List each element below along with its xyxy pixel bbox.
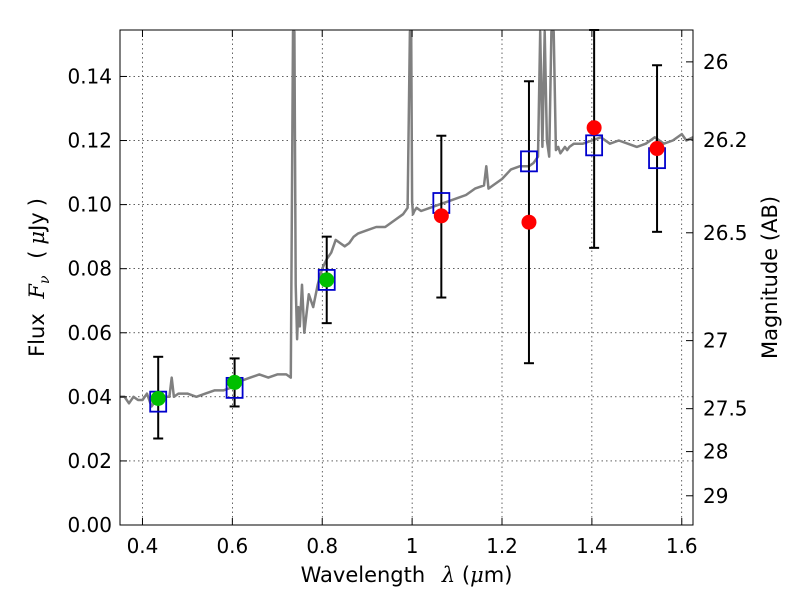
- x-axis-label: Wavelength λ (μm): [301, 563, 513, 587]
- y-tick-label: 0.14: [67, 64, 112, 88]
- x-tick-label: 1.4: [576, 534, 608, 558]
- optical-point: [319, 272, 335, 288]
- optical-point: [150, 390, 166, 406]
- marks-layer: [149, 29, 666, 440]
- y-tick-label: 0.08: [67, 257, 112, 281]
- y-tick-label: 0.12: [67, 129, 112, 153]
- grid-layer: [120, 30, 693, 526]
- spectrum-layer: [120, 30, 694, 408]
- plot-frame: [119, 29, 694, 526]
- y-tick-label: 0.00: [67, 513, 112, 537]
- y-tick-label: 0.06: [67, 321, 112, 345]
- y2-tick-label: 27: [703, 329, 728, 353]
- template-spectrum-line: [120, 30, 694, 408]
- y2-tick-label: 27.5: [703, 397, 748, 421]
- y2-tick-label: 26: [703, 50, 728, 74]
- nir-point: [649, 141, 665, 157]
- ticks-layer: 0.4 0.6 0.8 1 1.2 1.4 1.6 0.00 0.02 0.04 0.06 0.08 0…: [67, 30, 748, 558]
- y2-tick-label: 28: [703, 440, 728, 464]
- optical-point: [227, 374, 243, 390]
- y-label-unit-close: ): [25, 198, 49, 206]
- x-label-symbol: λ: [441, 563, 455, 587]
- x-tick-label: 1.2: [486, 534, 518, 558]
- model-square: [317, 269, 336, 291]
- y-label-unit-mu: μ: [25, 231, 49, 245]
- x-label-unit-rest: m): [484, 563, 513, 587]
- y2-tick-label: 26.2: [703, 128, 748, 152]
- nir-point: [521, 214, 537, 230]
- x-tick-label: 0.8: [306, 534, 338, 558]
- y2-tick-label: 26.5: [703, 221, 748, 245]
- y-tick-label: 0.02: [67, 449, 112, 473]
- x-label-unit-open: (: [462, 563, 470, 587]
- nir-point: [586, 120, 602, 136]
- y-label-prefix: Flux: [25, 313, 49, 357]
- model-square: [520, 150, 538, 173]
- y-label-unit-rest: Jy: [25, 212, 49, 233]
- model-square: [585, 134, 604, 157]
- y2-tick-label: 29: [703, 484, 728, 508]
- y-tick-label: 0.10: [67, 193, 112, 217]
- x-tick-label: 0.6: [216, 534, 248, 558]
- nir-point: [433, 208, 449, 224]
- x-label-unit-mu: μ: [470, 563, 484, 587]
- x-tick-label: 1: [406, 534, 419, 558]
- y-label-unit-open: (: [25, 251, 49, 259]
- y-axis-label: Flux Fν ( μJy): [25, 198, 54, 357]
- y2-axis-label: Magnitude (AB): [758, 196, 782, 359]
- y-tick-label: 0.04: [67, 385, 112, 409]
- x-tick-label: 1.6: [666, 534, 698, 558]
- x-tick-label: 0.4: [127, 534, 159, 558]
- x-label-prefix: Wavelength: [301, 563, 426, 587]
- y-label-sub: ν: [37, 275, 53, 284]
- y-label-symbol: F: [25, 283, 49, 300]
